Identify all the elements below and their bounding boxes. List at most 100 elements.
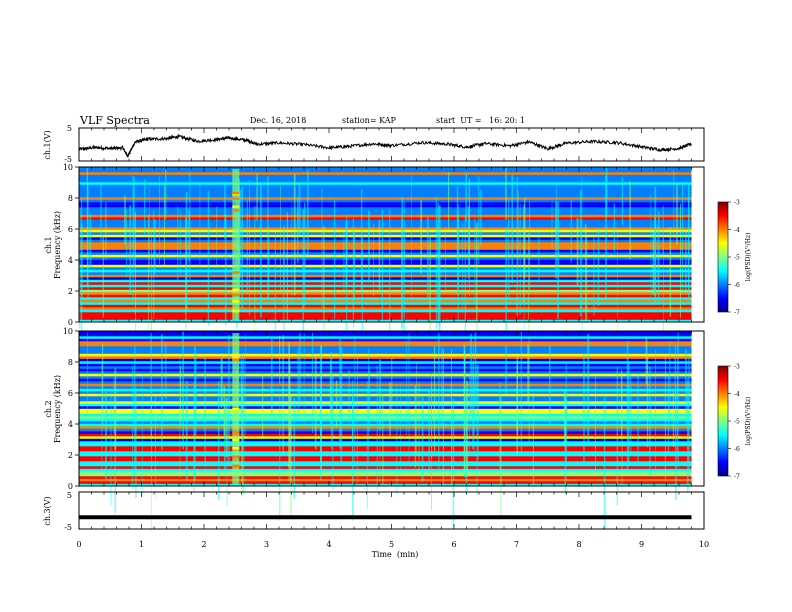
ch1-spectrogram-panel: 0 2 4 6 8 10 ch.1 Frequency (kHz) xyxy=(44,163,705,367)
spectrogram-impulse xyxy=(335,380,338,428)
spectrogram-impulse xyxy=(280,185,281,293)
spectrogram-row xyxy=(79,282,692,285)
spectrogram-impulse xyxy=(368,210,370,283)
spectrogram-impulse xyxy=(451,349,452,486)
spectrogram-row xyxy=(79,448,692,452)
spectrogram-impulse xyxy=(657,224,659,284)
spectrogram-impulse xyxy=(102,343,104,425)
spectrogram-row xyxy=(79,169,692,173)
spectrogram-row xyxy=(79,257,692,260)
spectrogram-impulse xyxy=(223,386,226,436)
ch2-colorbar-tick-label: -6 xyxy=(734,446,740,453)
ch1-colorbar-tick-label: -7 xyxy=(734,310,740,317)
spectrogram-row xyxy=(79,348,692,352)
ch1-freq-ticks: 0 2 4 6 8 10 xyxy=(63,163,79,327)
ch2-colorbar-ticks: -3 -4 -5 -6 -7 xyxy=(728,364,740,481)
spectrogram-impulse xyxy=(516,355,519,456)
spectrogram-impulse xyxy=(133,177,135,266)
spectrogram-row xyxy=(79,287,692,290)
spectrogram-impulse xyxy=(249,179,250,317)
spectrogram-burst-hot xyxy=(232,209,240,212)
spectrogram-impulse xyxy=(274,232,276,367)
ch3-waveform-frame xyxy=(78,491,705,530)
spectrogram-row xyxy=(79,212,692,215)
spectrogram-impulse xyxy=(180,212,181,274)
spectrogram-impulse xyxy=(290,395,292,516)
spectrogram-impulse xyxy=(282,334,284,456)
spectrogram-impulse xyxy=(110,389,112,506)
spectrogram-impulse xyxy=(389,382,391,436)
spectrogram-impulse xyxy=(165,169,167,220)
spectrogram-impulse xyxy=(329,360,331,422)
spectrogram-impulse xyxy=(286,212,288,321)
spectrogram-row xyxy=(79,267,692,270)
spectrogram-impulse xyxy=(361,235,363,364)
spectrogram-row xyxy=(79,194,692,198)
spectrogram-impulse xyxy=(469,194,470,296)
spectrogram-impulse xyxy=(456,186,459,260)
spectrogram-impulse xyxy=(549,345,551,425)
spectrogram-burst-hot xyxy=(232,191,240,195)
spectrogram-row xyxy=(79,167,692,170)
spectrogram-impulse xyxy=(630,374,632,455)
spectrogram-impulse xyxy=(528,233,529,350)
spectrogram-impulse xyxy=(293,173,296,296)
ch1-colorbar-tick-label: -6 xyxy=(734,282,740,289)
spectrogram-impulse xyxy=(303,331,305,425)
spectrogram-row xyxy=(79,214,692,218)
spectrogram-impulse xyxy=(323,225,325,343)
spectrogram-impulse xyxy=(669,341,671,415)
spectrogram-impulse xyxy=(195,353,197,436)
spectrogram-impulse xyxy=(605,175,607,298)
spectrogram-row xyxy=(79,264,692,268)
spectrogram-row xyxy=(79,338,692,342)
spectrogram-impulse xyxy=(646,357,649,448)
ch2-freq-tick-label: 0 xyxy=(68,482,73,491)
spectrogram-impulse xyxy=(299,333,301,404)
spectrogram-impulse xyxy=(368,367,370,431)
spectrogram-row xyxy=(79,237,692,240)
spectrogram-impulse xyxy=(629,181,631,260)
spectrogram-impulse xyxy=(220,359,223,408)
spectrogram-impulse xyxy=(675,392,677,501)
spectrogram-row xyxy=(79,202,692,205)
spectrogram-row xyxy=(79,373,692,377)
ch1-ytick-top: 5 xyxy=(67,124,72,133)
spectrogram-impulse xyxy=(406,340,407,436)
spectrogram-impulse xyxy=(463,344,466,472)
spectrogram-row xyxy=(79,302,692,305)
ch3-ytick-top: 5 xyxy=(67,491,72,500)
spectrogram-row xyxy=(79,438,692,442)
spectrogram-impulse xyxy=(576,218,579,286)
ch2-freq-tick-label: 10 xyxy=(63,327,73,336)
spectrogram-row xyxy=(79,471,692,474)
spectrogram-impulse xyxy=(452,399,455,528)
spectrogram-row xyxy=(79,184,692,188)
spectrogram-impulse xyxy=(102,234,104,318)
spectrogram-impulse xyxy=(129,205,131,295)
spectrogram-impulse xyxy=(680,203,681,319)
spectrogram-impulse xyxy=(505,227,507,331)
spectrogram-impulse xyxy=(500,394,502,517)
spectrogram-impulse xyxy=(366,380,368,510)
spectrogram-impulse xyxy=(438,205,441,335)
spectrogram-impulse xyxy=(149,186,150,275)
spectrogram-impulse xyxy=(480,189,482,247)
spectrogram-impulse xyxy=(185,191,188,310)
spectrogram-impulse xyxy=(86,167,88,286)
spectrogram-row xyxy=(79,274,692,278)
spectrogram-impulse xyxy=(346,217,348,347)
spectrogram-impulse xyxy=(154,219,156,274)
spectrogram-impulse xyxy=(662,205,664,255)
spectrogram-impulse xyxy=(474,218,476,303)
spectrogram-row xyxy=(79,416,692,419)
spectrogram-impulse xyxy=(348,369,350,423)
spectrogram-row xyxy=(79,366,692,369)
spectrogram-impulse xyxy=(505,168,507,221)
spectrogram-impulse xyxy=(293,397,296,499)
spectrogram-row xyxy=(79,177,692,180)
spectrogram-impulse xyxy=(288,359,290,482)
spectrogram-impulse xyxy=(565,364,567,428)
spectrogram-impulse xyxy=(686,379,689,493)
spectrogram-impulse xyxy=(297,348,299,421)
